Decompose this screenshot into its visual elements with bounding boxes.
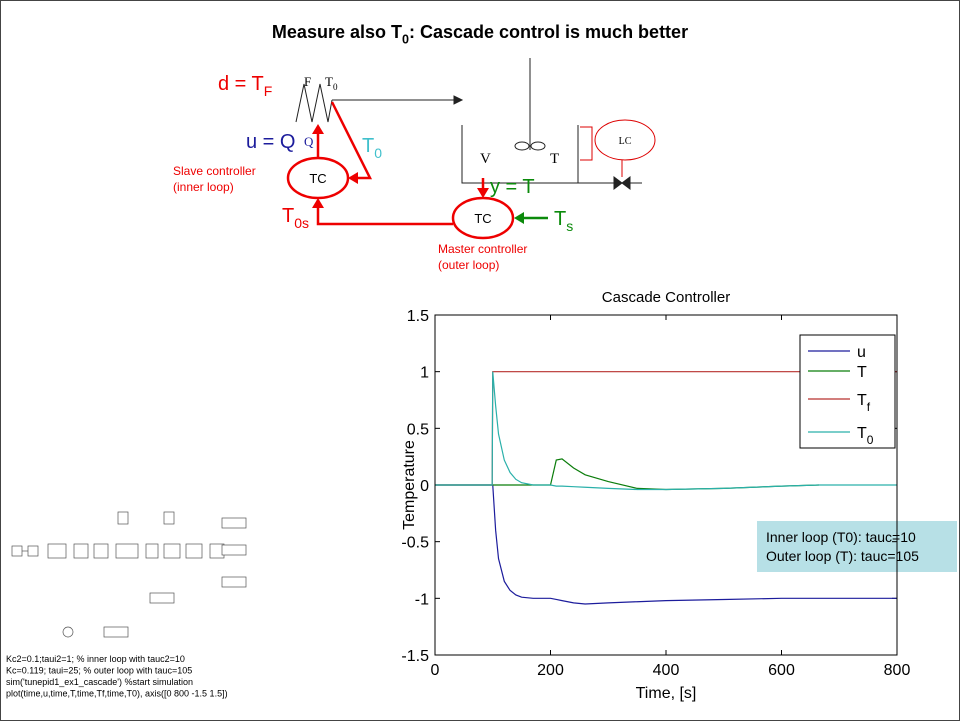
slide-title: Measure also T0: Cascade control is much…: [272, 22, 688, 46]
simulink-thumbnail: [11, 511, 247, 638]
x-tick-label: 800: [884, 662, 911, 679]
annotation-line: Inner loop (T0): tauc=10: [766, 529, 916, 545]
block: [149, 592, 175, 604]
code-line: plot(time,u,time,T,time,Tf,time,T0), axi…: [6, 689, 228, 699]
y-tick-label: 0.5: [407, 421, 429, 438]
block: [221, 517, 247, 529]
block: [73, 543, 89, 559]
label-u: u = Q: [246, 131, 295, 153]
clock: [62, 626, 74, 638]
label-t0: T0: [362, 135, 382, 161]
axes-frame: [434, 314, 898, 656]
y-tick-label: 0: [420, 478, 429, 495]
legend-label: Tf: [857, 392, 871, 414]
legend-label: u: [857, 344, 866, 361]
block: [221, 544, 247, 556]
series-line: [435, 371, 897, 486]
x-tick-label: 0: [431, 662, 440, 679]
block: [145, 543, 159, 559]
y-tick-label: -0.5: [401, 535, 429, 552]
valve: [613, 176, 631, 190]
label-master: Master controller: [438, 242, 527, 256]
label-v: V: [480, 151, 491, 167]
label-ts-sub: s: [566, 218, 573, 234]
label-exchanger-temp-sub: 0: [333, 82, 338, 92]
slide-title-sub: 0: [402, 32, 409, 46]
label-exchanger-temp: T0: [325, 74, 338, 92]
block: [163, 543, 181, 559]
chart-title: Cascade Controller: [602, 289, 730, 306]
label-tank-t: T: [550, 151, 559, 167]
code-line: Kc2=0.1;taui2=1; % inner loop with tauc2…: [6, 654, 185, 664]
y-axis-label: Temperature: [401, 440, 418, 530]
block: [27, 545, 39, 557]
heat-exchanger: [295, 83, 333, 123]
y-tick-label: -1: [415, 591, 429, 608]
label-slave: (inner loop): [173, 180, 234, 194]
label-t0s-sub: 0s: [294, 215, 309, 231]
block: [47, 543, 67, 559]
label-slave: Slave controller: [173, 164, 256, 178]
block: [117, 511, 129, 525]
x-tick-label: 400: [653, 662, 680, 679]
annotation-box: [757, 521, 957, 572]
legend-label: T0: [857, 425, 874, 447]
arrow: [348, 172, 358, 184]
legend-box: [799, 334, 896, 449]
label-lc: LC: [619, 136, 632, 147]
block: [163, 511, 175, 525]
label-ts-main: T: [554, 208, 566, 230]
label-t0s: T0s: [282, 205, 309, 231]
label-d-sub: F: [264, 83, 273, 99]
arrow: [477, 188, 489, 198]
label-master: (outer loop): [438, 258, 499, 272]
slide-title-rest: : Cascade control is much better: [409, 22, 688, 42]
label-t0-main: T: [362, 135, 374, 157]
x-tick-label: 600: [768, 662, 795, 679]
arrow: [312, 124, 324, 134]
label-t0-sub: 0: [374, 145, 382, 161]
block: [103, 626, 129, 638]
code-line: Kc=0.119; taui=25; % outer loop with tau…: [6, 666, 192, 676]
arrow: [312, 198, 324, 208]
series-line: [435, 371, 897, 491]
arrow: [514, 212, 524, 224]
series-line: [435, 484, 897, 605]
label-exchanger-temp-main: T: [325, 74, 333, 89]
block: [115, 543, 139, 559]
label-tc: TC: [309, 171, 326, 186]
y-tick-label: 1.5: [407, 308, 429, 325]
label-tc: TC: [474, 211, 491, 226]
annotation-line: Outer loop (T): tauc=105: [766, 548, 919, 564]
lc-circle: [594, 119, 656, 161]
legend-label: T: [857, 364, 867, 381]
y-tick-label: -1.5: [401, 648, 429, 665]
mixer-blade: [530, 141, 546, 151]
label-d: d = TF: [218, 73, 272, 99]
slide-title-main: Measure also T: [272, 22, 402, 42]
mixer-blade: [514, 141, 530, 151]
code-line: sim('tunepid1_ex1_cascade') %start simul…: [6, 677, 193, 687]
x-tick-label: 200: [537, 662, 564, 679]
block: [185, 543, 203, 559]
label-q: Q: [304, 134, 314, 149]
block: [93, 543, 109, 559]
block: [11, 545, 23, 557]
process-diagram: [286, 58, 656, 240]
label-t0s-main: T: [282, 205, 294, 227]
block: [221, 576, 247, 588]
tank: [461, 125, 579, 184]
level-sensor: [580, 126, 593, 161]
label-y: y = T: [490, 176, 535, 198]
label-d-main: d = T: [218, 73, 264, 95]
label-f: F: [304, 74, 311, 89]
x-axis-label: Time, [s]: [636, 685, 697, 702]
arrow: [453, 95, 464, 105]
label-ts: Ts: [554, 208, 573, 234]
y-tick-label: 1: [420, 365, 429, 382]
